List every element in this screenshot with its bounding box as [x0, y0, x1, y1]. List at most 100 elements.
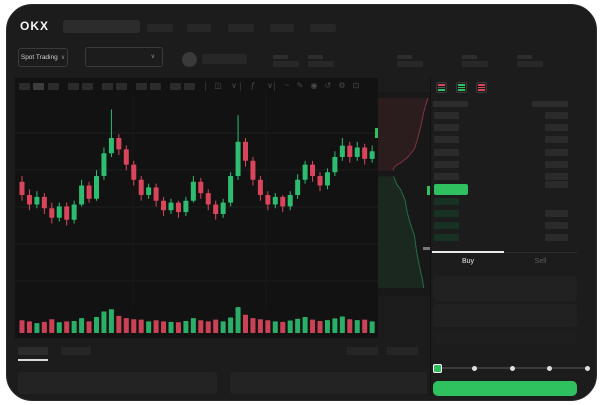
footer-tab-active[interactable] [18, 347, 48, 355]
okx-logo[interactable]: OKX [20, 19, 50, 33]
orderbook-bid-price [434, 198, 459, 205]
pair-selector-dropdown[interactable]: ∨ [85, 47, 163, 67]
volume-bar [257, 319, 263, 333]
tab-buy[interactable]: Buy [461, 258, 475, 265]
volume-bar [86, 321, 92, 333]
volume-bar [272, 321, 278, 333]
orderbook-ask-amount [545, 181, 568, 188]
order-price-field[interactable] [433, 276, 577, 301]
buy-submit-button[interactable] [433, 381, 577, 396]
orderbook-asks-icon[interactable] [476, 82, 487, 93]
footer-action-button[interactable] [387, 347, 418, 355]
volume-bar [235, 307, 241, 333]
search-input[interactable] [63, 20, 140, 33]
candle-body [49, 208, 55, 218]
candle-body [220, 202, 226, 214]
nav-item-placeholder[interactable] [270, 24, 294, 32]
candlestick-chart[interactable] [15, 78, 430, 338]
chevron-down-icon: ∨ [150, 54, 155, 60]
settings-icon[interactable]: ⚙ [338, 81, 346, 90]
interval-button[interactable] [170, 83, 181, 90]
stat-value-placeholder [397, 61, 423, 67]
candle-body [339, 145, 345, 157]
orderbook-col-header [433, 101, 468, 107]
market-type-selector[interactable]: Spot Trading ∨ [18, 48, 68, 67]
orderbook-ask-price [434, 112, 459, 119]
interval-button[interactable] [19, 83, 30, 90]
slider-handle[interactable] [432, 363, 442, 373]
orderbook-bids-icon[interactable] [456, 82, 467, 93]
orderbook-all-icon[interactable] [436, 82, 447, 93]
nav-item-placeholder[interactable] [187, 24, 211, 32]
orderbook-ask-price [434, 173, 459, 180]
volume-bar [220, 321, 226, 333]
candle-body [116, 138, 122, 150]
stat-label-placeholder [397, 55, 412, 59]
nav-item-placeholder[interactable] [147, 24, 173, 32]
orderbook-ask-amount [545, 149, 568, 156]
candle-body [287, 195, 293, 207]
interval-button[interactable] [150, 83, 161, 90]
orderbook-bid-amount [545, 234, 568, 241]
candle-body [243, 141, 248, 161]
coin-icon [182, 52, 197, 67]
slider-stop-dot[interactable] [509, 365, 515, 371]
candles-icon[interactable]: ◫ [214, 81, 222, 90]
stat-value-placeholder [273, 61, 299, 67]
volume-bar [49, 319, 55, 333]
chevron-down-icon: ∨ [60, 54, 66, 61]
indicators-icon[interactable]: ƒ [250, 81, 256, 90]
candle-body [198, 181, 204, 194]
stat-value-placeholder [517, 61, 543, 67]
undo-icon[interactable]: ↺ [324, 81, 332, 90]
interval-button[interactable] [136, 83, 147, 90]
interval-button[interactable] [184, 83, 195, 90]
candle-body [64, 206, 70, 220]
nav-item-placeholder[interactable] [310, 24, 336, 32]
candle-body [79, 185, 85, 205]
footer-action-button[interactable] [347, 347, 378, 355]
tab-sell[interactable]: Sell [534, 258, 547, 265]
chevron-down-icon[interactable]: ∨ [231, 81, 237, 90]
orderbook-ask-amount [545, 173, 568, 180]
volume-bar [362, 319, 368, 333]
volume-bar [280, 321, 286, 333]
interval-button[interactable] [33, 83, 44, 90]
line-style-icon[interactable]: ~ [284, 81, 290, 90]
interval-button[interactable] [102, 83, 113, 90]
camera-icon[interactable]: ◉ [310, 81, 318, 90]
interval-button[interactable] [116, 83, 127, 90]
footer-active-tab-underline [18, 359, 48, 361]
interval-button[interactable] [68, 83, 79, 90]
stat-value-placeholder [308, 61, 334, 67]
last-price-placeholder [202, 54, 247, 64]
depth-bids-area [378, 176, 424, 289]
slider-stop-dot[interactable] [584, 365, 590, 371]
volume-bar [175, 322, 181, 333]
candle-body [41, 196, 47, 209]
draw-icon[interactable]: ✎ [296, 81, 304, 90]
footer-tab[interactable] [61, 347, 91, 355]
fullscreen-icon[interactable]: ⊡ [352, 81, 360, 90]
candle-body [34, 196, 40, 205]
stat-label-placeholder [308, 55, 323, 59]
toggle-bar [458, 86, 465, 88]
interval-button[interactable] [82, 83, 93, 90]
order-total-field[interactable] [433, 331, 577, 344]
nav-item-placeholder[interactable] [228, 24, 254, 32]
candle-body [131, 164, 137, 180]
candle-body [228, 176, 234, 203]
orderbook-ask-amount [545, 124, 568, 131]
candle-body [295, 179, 301, 195]
volume-bar [332, 318, 338, 333]
slider-stop-dot[interactable] [472, 365, 477, 371]
slider-stop-dot[interactable] [547, 365, 552, 371]
interval-button[interactable] [48, 83, 59, 90]
chevron-down-icon[interactable]: ∨ [267, 81, 273, 90]
orderbook-last-price[interactable] [434, 184, 468, 195]
order-amount-field[interactable] [433, 304, 577, 327]
orderbook-ask-amount [545, 136, 568, 143]
toolbar-separator [274, 82, 275, 91]
volume-bar [26, 321, 32, 333]
